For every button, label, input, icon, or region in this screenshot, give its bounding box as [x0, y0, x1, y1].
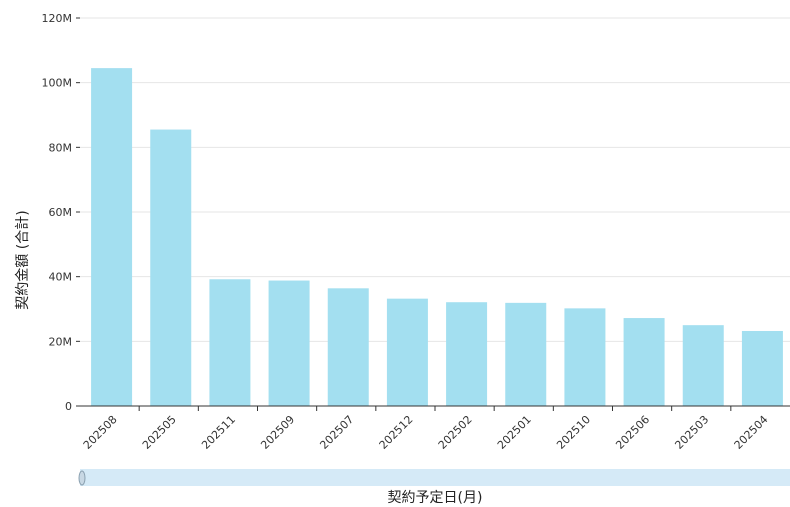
x-tick-label: 202501 [495, 413, 534, 452]
bar-202504[interactable] [741, 330, 783, 406]
bar-202512[interactable] [386, 298, 428, 406]
y-tick-label: 20M [49, 335, 73, 348]
bar-202505[interactable] [150, 129, 192, 407]
x-tick-label: 202510 [554, 413, 593, 452]
bar-202510[interactable] [564, 308, 606, 406]
x-axis-title: 契約予定日(月) [388, 490, 483, 506]
scrollbar-handle[interactable] [78, 470, 86, 486]
bar-202509[interactable] [268, 280, 310, 406]
range-scrollbar[interactable] [78, 469, 790, 486]
x-tick-label: 202504 [732, 413, 771, 452]
x-tick-label: 202508 [81, 413, 120, 452]
x-tick-label: 202505 [140, 413, 179, 452]
bar-202501[interactable] [505, 302, 547, 406]
y-axis-title: 契約金額 (合計) [15, 210, 31, 309]
x-tick-label: 202507 [317, 413, 356, 452]
x-tick-label: 202502 [436, 413, 475, 452]
y-tick-label: 80M [49, 141, 73, 154]
x-tick-label: 202512 [377, 413, 416, 452]
bar-202506[interactable] [623, 318, 665, 406]
x-tick-label: 202506 [613, 413, 652, 452]
scrollbar-track[interactable] [80, 469, 790, 486]
gridlines [80, 17, 790, 342]
y-tick-label: 100M [42, 77, 73, 90]
y-tick-label: 40M [49, 271, 73, 284]
x-tick-label: 202509 [258, 413, 297, 452]
x-tick-labels: 202508 202505 202511 202509 202507 202512 2025… [81, 406, 771, 452]
y-tick-labels: 0 20M 40M 60M 80M 100M 120M [42, 12, 80, 413]
x-tick-label: 202503 [672, 413, 711, 452]
bar-202511[interactable] [209, 279, 251, 406]
bar-202503[interactable] [682, 325, 724, 406]
bars [91, 68, 783, 407]
bar-202502[interactable] [446, 302, 488, 406]
y-tick-label: 60M [49, 206, 73, 219]
y-tick-label: 0 [65, 400, 72, 413]
bar-202507[interactable] [327, 288, 369, 406]
bar-202508[interactable] [91, 68, 133, 406]
x-tick-label: 202511 [199, 413, 238, 452]
y-tick-label: 120M [42, 12, 73, 25]
